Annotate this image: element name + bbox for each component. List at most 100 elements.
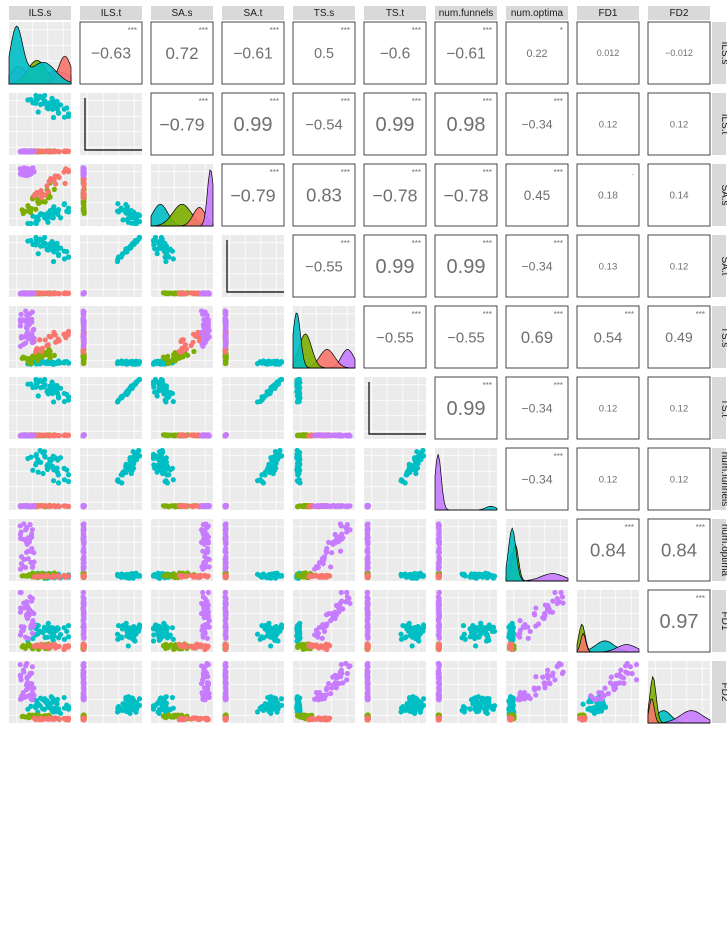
scatter-point bbox=[123, 390, 129, 396]
significance-stars: *** bbox=[554, 239, 563, 248]
scatter-point bbox=[81, 336, 87, 342]
corr-panel-frame bbox=[292, 92, 356, 156]
scatter-point bbox=[64, 628, 70, 634]
density-line bbox=[84, 98, 142, 151]
scatter-point bbox=[61, 477, 68, 483]
scatter-point bbox=[114, 258, 121, 265]
scatter-point bbox=[151, 632, 157, 638]
scatter-point bbox=[65, 360, 72, 366]
scatter-point bbox=[25, 455, 31, 462]
scatter-point bbox=[81, 341, 87, 348]
scatter-point bbox=[200, 522, 206, 528]
correlation-value: 0.98 bbox=[447, 114, 486, 136]
scatter-point bbox=[164, 635, 170, 641]
panel: −0.63 *** bbox=[79, 21, 143, 85]
correlation-value: −0.55 bbox=[376, 330, 414, 346]
scatter-point bbox=[302, 503, 308, 509]
scatter-point bbox=[25, 220, 31, 227]
panel bbox=[80, 234, 143, 297]
column-strip bbox=[648, 6, 710, 20]
scatter-point bbox=[63, 503, 69, 509]
row-label: ILS.s bbox=[719, 42, 727, 65]
scatter-point bbox=[364, 573, 371, 579]
scatter-point bbox=[37, 148, 43, 154]
scatter-point bbox=[49, 379, 55, 385]
panel bbox=[505, 519, 569, 582]
scatter-point bbox=[160, 457, 166, 463]
correlation-value: 0.45 bbox=[524, 188, 550, 203]
column-strip bbox=[435, 6, 497, 20]
panel bbox=[364, 377, 426, 439]
scatter-point bbox=[81, 595, 87, 602]
scatter-point bbox=[164, 480, 170, 486]
scatter-point bbox=[326, 573, 332, 579]
scatter-point bbox=[267, 469, 273, 476]
scatter-point bbox=[65, 113, 72, 120]
scatter-point bbox=[435, 536, 442, 542]
scatter-point bbox=[29, 432, 35, 438]
scatter-point bbox=[29, 331, 35, 337]
panel bbox=[150, 447, 213, 510]
correlation-value: −0.34 bbox=[521, 117, 552, 131]
significance-stars: *** bbox=[412, 97, 421, 106]
scatter-point bbox=[365, 536, 371, 542]
scatter-point bbox=[56, 643, 62, 650]
scatter-point bbox=[37, 191, 43, 197]
row-label: FD1 bbox=[719, 612, 727, 631]
scatter-point bbox=[128, 470, 134, 477]
scatter-point bbox=[168, 358, 174, 364]
scatter-point bbox=[223, 336, 229, 342]
scatter-point bbox=[81, 321, 87, 328]
scatter-point bbox=[161, 469, 167, 476]
scatter-point bbox=[154, 251, 160, 257]
row-strip bbox=[712, 93, 726, 155]
scatter-point bbox=[223, 536, 229, 542]
scatter-point bbox=[254, 631, 261, 637]
scatter-point bbox=[31, 643, 37, 650]
scatter-point bbox=[162, 626, 168, 632]
scatter-point bbox=[436, 523, 442, 529]
scatter-point bbox=[188, 432, 194, 438]
scatter-point bbox=[223, 564, 229, 570]
scatter-point bbox=[120, 217, 126, 223]
scatter-point bbox=[65, 478, 72, 485]
scatter-point bbox=[324, 503, 330, 509]
scatter-point bbox=[297, 395, 303, 401]
panel: 0.12 bbox=[647, 234, 711, 298]
panel-background bbox=[364, 377, 426, 439]
scatter-point bbox=[80, 589, 87, 596]
panel: −0.012 bbox=[647, 21, 711, 85]
scatter-point bbox=[344, 529, 350, 535]
scatter-point bbox=[56, 174, 62, 181]
significance-stars: *** bbox=[554, 381, 563, 390]
scatter-point bbox=[45, 642, 51, 648]
row-strip bbox=[712, 519, 726, 581]
scatter-point bbox=[65, 634, 72, 640]
scatter-point bbox=[29, 621, 35, 627]
scatter-point bbox=[81, 621, 87, 627]
correlation-value: −0.55 bbox=[305, 259, 343, 275]
significance-stars: *** bbox=[554, 310, 563, 319]
scatter-point bbox=[474, 574, 480, 580]
panel: 0.98*** bbox=[434, 92, 498, 156]
scatter-point bbox=[24, 148, 30, 154]
significance-stars: *** bbox=[483, 26, 492, 35]
scatter-point bbox=[297, 573, 303, 579]
significance-stars: *** bbox=[128, 26, 137, 35]
corr-panel-frame bbox=[363, 234, 427, 298]
panel: 0.83*** bbox=[292, 163, 356, 227]
scatter-point bbox=[275, 381, 281, 387]
scatter-point bbox=[136, 212, 142, 218]
scatter-point bbox=[178, 574, 184, 580]
significance-stars: *** bbox=[412, 239, 421, 248]
scatter-point bbox=[50, 114, 57, 121]
scatter-point bbox=[54, 240, 60, 246]
correlation-value: −0.63 bbox=[91, 46, 131, 63]
panel bbox=[222, 447, 285, 510]
scatter-point bbox=[188, 503, 194, 509]
scatter-point bbox=[365, 556, 371, 562]
scatter-point bbox=[365, 564, 371, 570]
corr-panel-frame bbox=[363, 21, 427, 85]
scatter-point bbox=[200, 311, 206, 317]
panel-background bbox=[80, 306, 142, 368]
